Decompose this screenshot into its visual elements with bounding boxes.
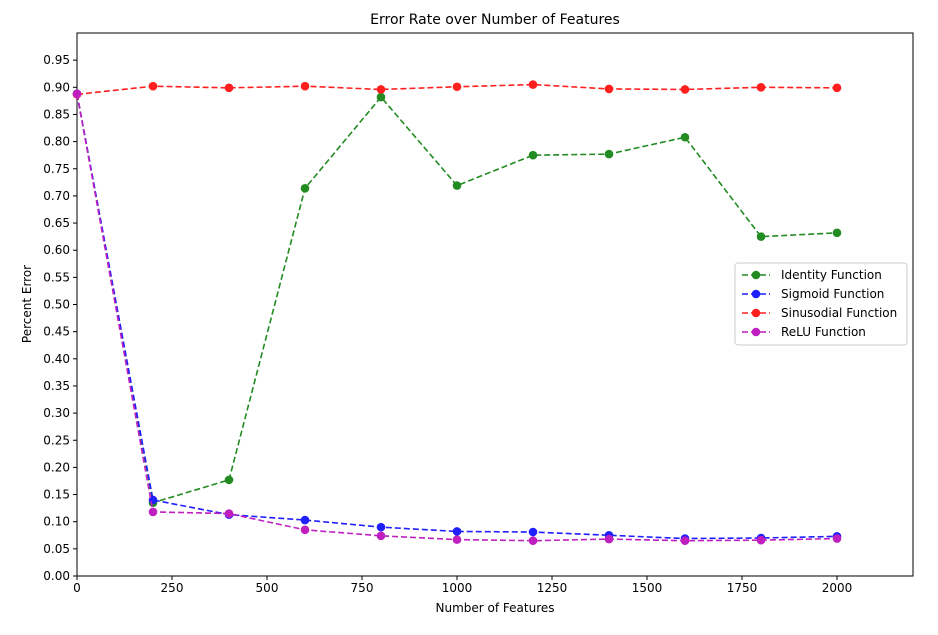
y-tick-label: 0.50 <box>43 298 70 312</box>
data-point-relu-function <box>452 535 462 544</box>
x-tick-label: 0 <box>73 581 81 595</box>
y-tick-label: 0.20 <box>43 460 70 474</box>
data-point-identity-function <box>528 150 538 160</box>
data-point-relu-function <box>680 536 690 546</box>
x-axis-title: Number of Features <box>436 601 555 615</box>
x-tick-label: 1500 <box>632 581 663 595</box>
data-point-relu-function <box>756 535 766 545</box>
data-point-sinusodial-function <box>528 80 538 89</box>
data-point-identity-function <box>832 228 842 238</box>
data-point-relu-function <box>148 507 158 517</box>
y-tick-label: 0.60 <box>43 243 70 257</box>
data-point-identity-function <box>452 181 462 190</box>
x-tick-label: 500 <box>256 581 279 595</box>
data-point-relu-function <box>72 89 82 99</box>
legend-item: Sinusodial Function <box>742 306 897 320</box>
data-point-relu-function <box>528 536 538 546</box>
series-lines <box>72 80 842 546</box>
y-tick-label: 0.90 <box>43 80 70 94</box>
y-tick-label: 0.10 <box>43 515 70 529</box>
data-point-sinusodial-function <box>452 82 462 92</box>
legend-marker <box>751 289 761 299</box>
chart-title: Error Rate over Number of Features <box>370 12 620 28</box>
y-tick-label: 0.85 <box>43 107 70 121</box>
y-tick-label: 0.30 <box>43 406 70 420</box>
legend-item: Identity Function <box>742 268 882 282</box>
y-tick-label: 0.95 <box>43 53 70 67</box>
data-point-identity-function <box>680 132 690 142</box>
legend-label: Identity Function <box>781 268 882 282</box>
legend-label: Sinusodial Function <box>781 306 897 320</box>
x-tick-label: 1750 <box>727 581 758 595</box>
legend-box <box>734 262 908 346</box>
series-relu-function <box>72 89 842 546</box>
data-point-relu-function <box>832 534 842 543</box>
data-point-relu-function <box>300 525 310 535</box>
y-tick-label: 0.05 <box>43 542 70 556</box>
y-tick-label: 0.70 <box>43 189 70 203</box>
series-line-sigmoid-function <box>76 93 838 540</box>
data-point-relu-function <box>224 509 234 518</box>
y-tick-label: 0.40 <box>43 352 70 366</box>
data-point-sigmoid-function <box>452 527 462 536</box>
legend-marker <box>751 327 761 337</box>
x-tick-label: 1000 <box>442 581 473 595</box>
y-tick-label: 0.45 <box>43 325 70 339</box>
x-tick-label: 1250 <box>537 581 568 595</box>
x-tick-label: 750 <box>351 581 374 595</box>
legend-label: ReLU Function <box>781 325 866 339</box>
data-point-sinusodial-function <box>756 83 766 92</box>
data-point-relu-function <box>604 534 614 544</box>
x-tick-label: 250 <box>161 581 184 595</box>
x-tick-label: 2000 <box>822 581 853 595</box>
series-sinusodial-function <box>72 80 842 99</box>
data-point-sinusodial-function <box>832 83 842 93</box>
data-point-identity-function <box>756 232 766 241</box>
data-point-sigmoid-function <box>376 522 386 532</box>
data-point-identity-function <box>376 92 386 102</box>
legend: Identity Function Sigmoid Function Sinusod… <box>734 262 908 346</box>
y-tick-label: 0.25 <box>43 433 70 447</box>
y-tick-label: 0.75 <box>43 162 70 176</box>
data-point-identity-function <box>300 183 310 193</box>
legend-item: Sigmoid Function <box>742 287 884 301</box>
data-point-sinusodial-function <box>376 85 386 94</box>
y-tick-label: 0.55 <box>43 270 70 284</box>
y-axis-title: Percent Error <box>20 265 34 343</box>
legend-marker <box>751 308 761 318</box>
y-tick-label: 0.80 <box>43 135 70 149</box>
data-point-sinusodial-function <box>680 85 690 94</box>
legend-marker <box>751 270 761 280</box>
y-tick-label: 0.00 <box>43 569 70 583</box>
y-tick-label: 0.35 <box>43 379 70 393</box>
data-point-sinusodial-function <box>604 84 614 94</box>
legend-item: ReLU Function <box>742 325 866 339</box>
data-point-sigmoid-function <box>528 527 538 537</box>
data-point-identity-function <box>604 149 614 159</box>
y-tick-label: 0.15 <box>43 488 70 502</box>
data-point-sinusodial-function <box>224 83 234 93</box>
data-point-relu-function <box>376 531 386 541</box>
legend-label: Sigmoid Function <box>781 287 884 301</box>
y-tick-label: 0.65 <box>43 216 70 230</box>
axes: 0 250 500 750 1000 1250 1500 1750 2000 0.00 0.05 0.… <box>43 53 852 595</box>
data-point-identity-function <box>224 475 234 485</box>
data-point-sinusodial-function <box>300 81 310 91</box>
data-point-sigmoid-function <box>300 515 310 525</box>
data-point-sinusodial-function <box>148 81 158 91</box>
